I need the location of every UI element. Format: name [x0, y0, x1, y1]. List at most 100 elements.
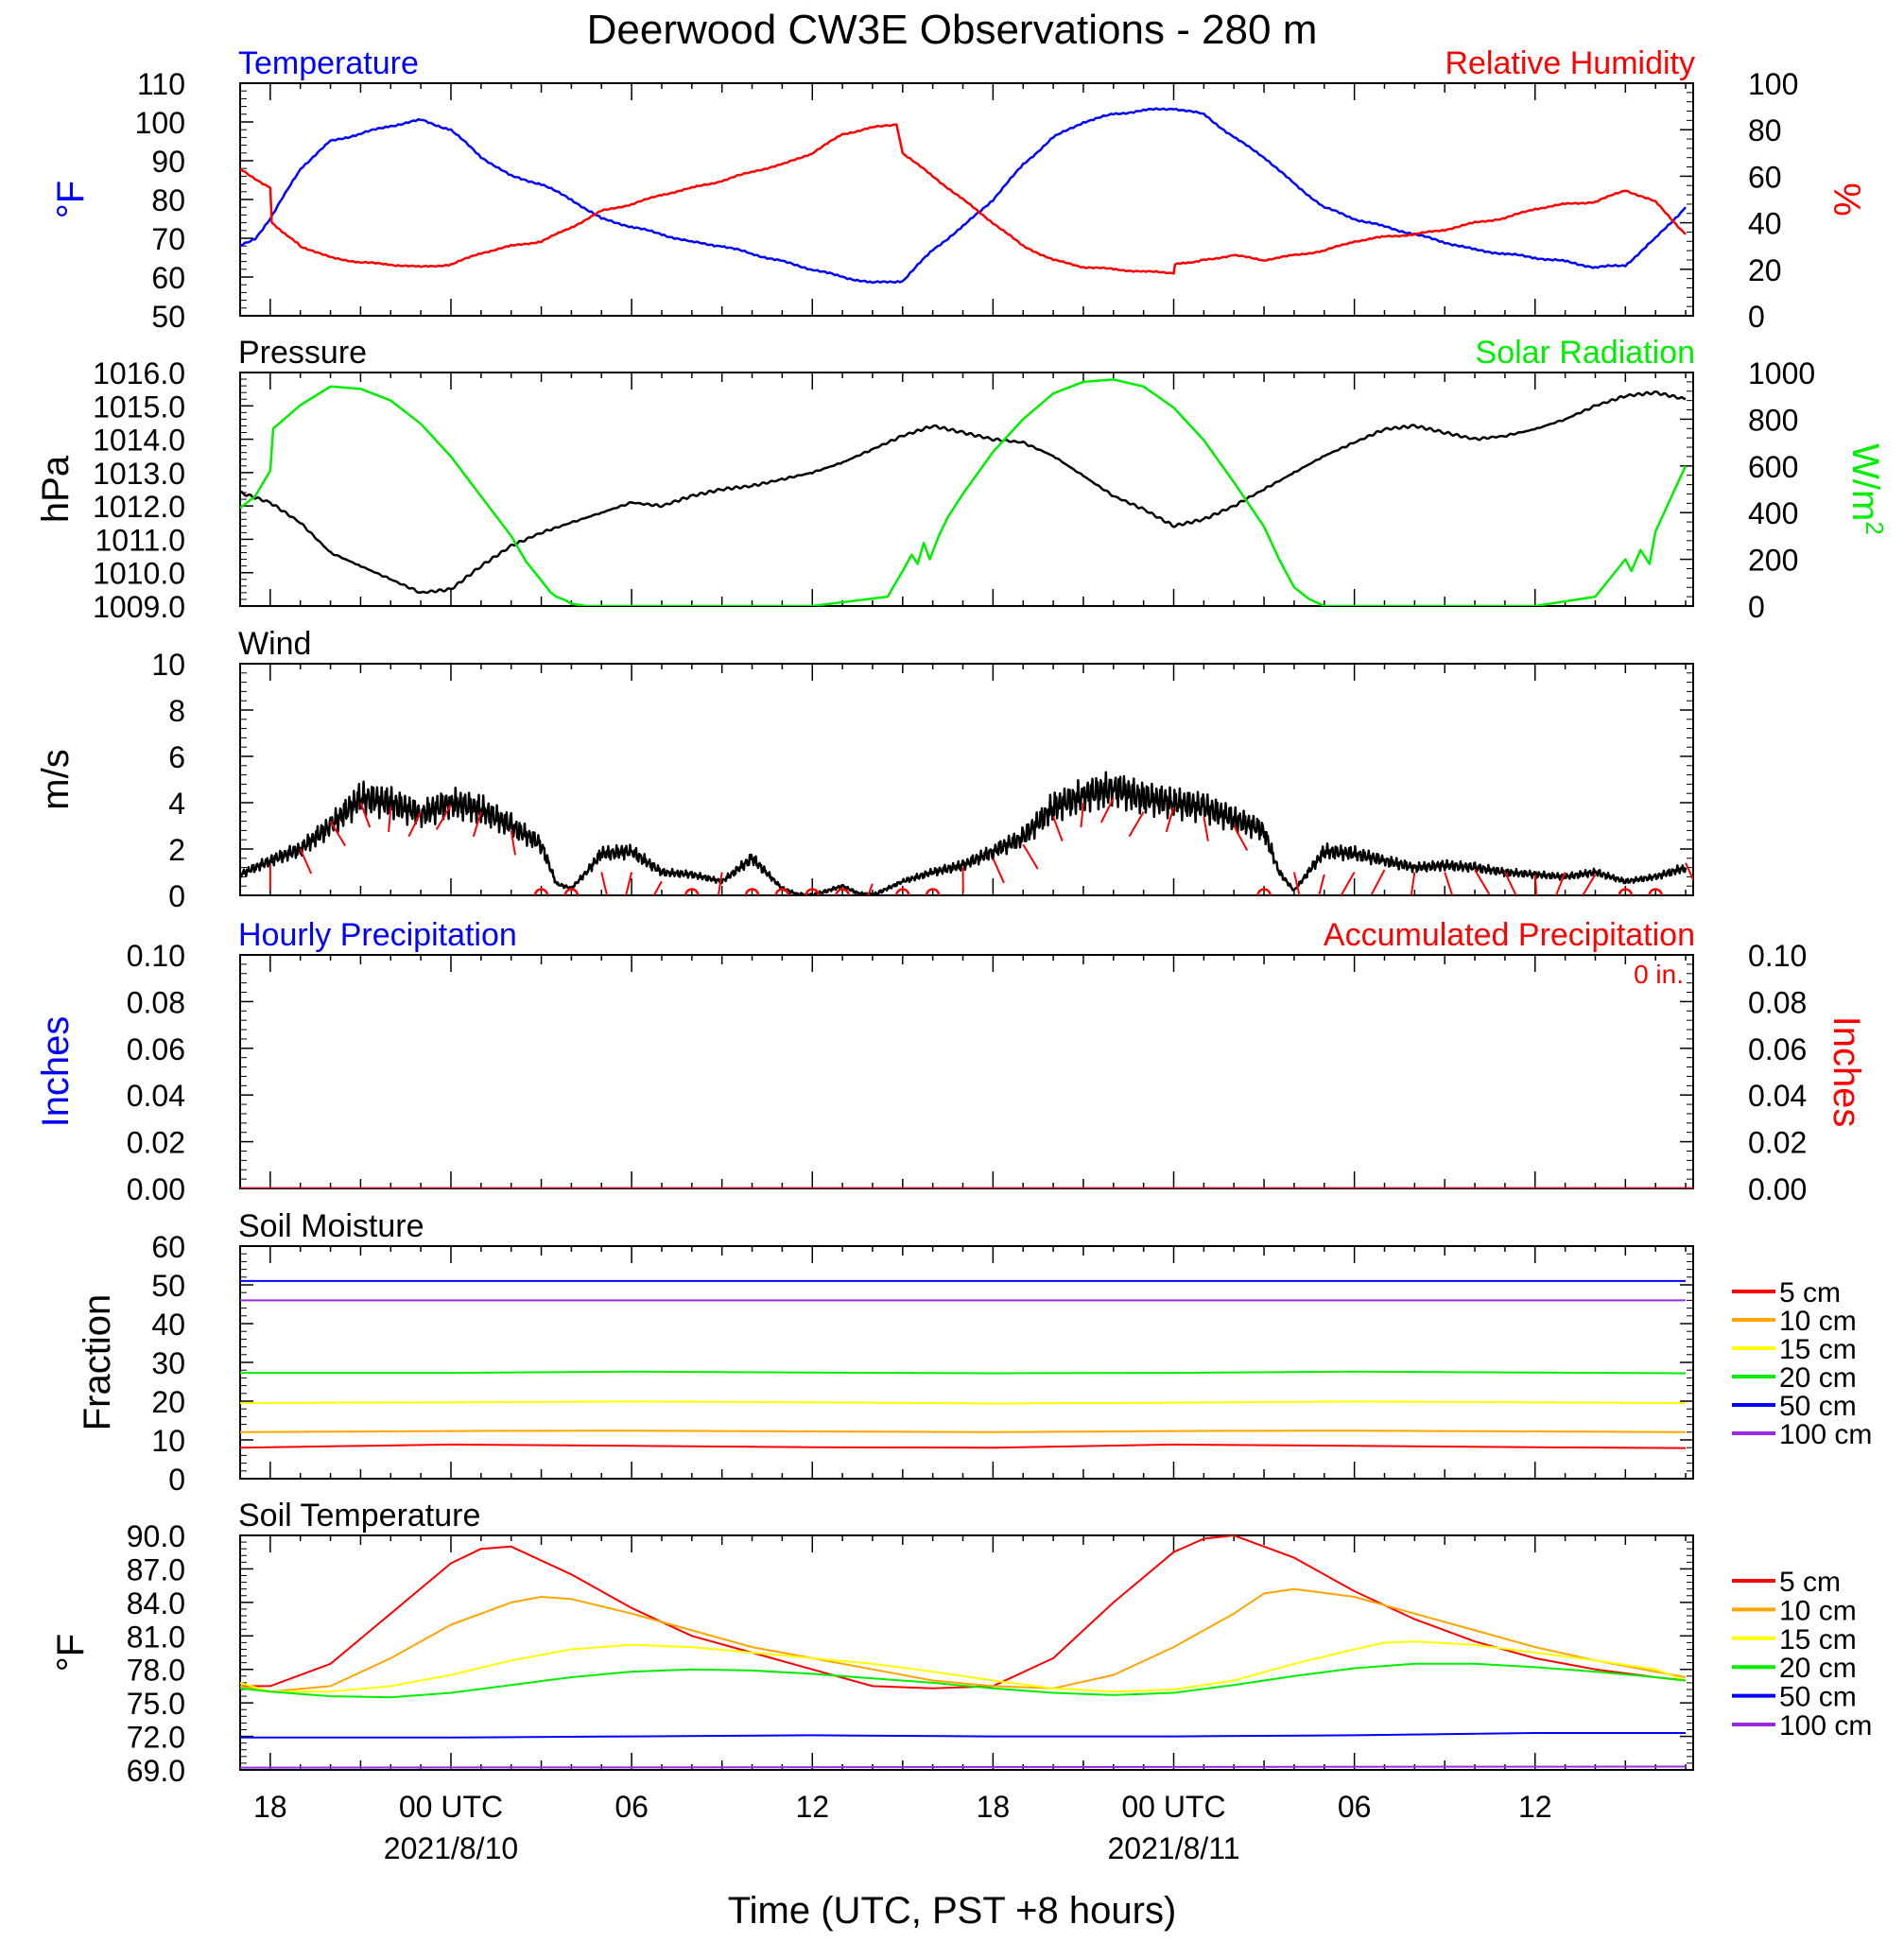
- soil-temperature-series-20-cm: [240, 1662, 1687, 1699]
- wind-ytick-label-left: 2: [168, 833, 185, 867]
- wind-barb: [1554, 872, 1566, 895]
- soil-temperature-series-50-cm: [240, 1732, 1686, 1739]
- precipitation-ylabel-right: Inches: [1826, 1016, 1867, 1128]
- wind-barb: [407, 811, 423, 838]
- x-tick-label: 00 UTC: [1121, 1790, 1225, 1824]
- temperature-relative-humidity-ytick-label-right: 0: [1748, 300, 1765, 334]
- soil-temperature-ytick-label-left: 84.0: [127, 1586, 185, 1620]
- wind-barb: [299, 848, 313, 875]
- soil-temperature-legend-label: 100 cm: [1779, 1710, 1872, 1742]
- temperature-relative-humidity-ytick-label-left: 100: [135, 106, 185, 140]
- soil-temperature-ytick-label-left: 81.0: [127, 1620, 185, 1654]
- soil-moisture-series-15-cm: [240, 1400, 1687, 1405]
- temperature-relative-humidity-ytick-label-right: 20: [1748, 253, 1782, 287]
- soil-moisture-ytick-label-left: 40: [151, 1308, 185, 1342]
- wind-barb: [329, 821, 346, 847]
- soil-moisture-ytick-label-left: 60: [151, 1230, 185, 1264]
- wind-barb: [625, 872, 633, 895]
- soil-temperature-series-100-cm: [240, 1765, 1687, 1769]
- precipitation-ytick-label-right: 0.10: [1748, 939, 1807, 973]
- precipitation-ytick-label-left: 0.00: [127, 1172, 185, 1206]
- wind-calm-marker: [533, 888, 549, 895]
- pressure-solar-radiation-ytick-label-right: 1000: [1748, 356, 1815, 390]
- precipitation-ytick-label-left: 0.06: [127, 1032, 185, 1066]
- x-tick-label: 18: [253, 1790, 287, 1824]
- wind-ytick-label-left: 6: [168, 740, 185, 774]
- wind-barb: [1504, 872, 1517, 895]
- soil-temperature-legend-label: 5 cm: [1779, 1567, 1841, 1598]
- pressure-solar-radiation-frame: [239, 372, 1694, 607]
- x-tick-label: 06: [614, 1790, 649, 1824]
- soil-temperature-ytick-label-left: 69.0: [127, 1754, 185, 1788]
- soil-moisture-ytick-label-left: 50: [151, 1269, 185, 1303]
- wind-barb: [1318, 874, 1325, 895]
- wind-barb: [1370, 869, 1386, 895]
- temperature-relative-humidity-ytick-label-left: 110: [137, 67, 185, 101]
- soil-moisture-legend-label: 50 cm: [1779, 1391, 1857, 1422]
- soil-moisture-ytick-label-left: 30: [151, 1346, 185, 1380]
- pressure-solar-radiation-series-solar-radiation: [240, 378, 1688, 606]
- wind-barb: [359, 802, 372, 828]
- soil-temperature-ylabel-left: °F: [50, 1634, 92, 1672]
- wind-calm-marker: [805, 888, 820, 895]
- wind-calm-marker: [1648, 888, 1663, 895]
- wind-barb: [1233, 825, 1249, 851]
- soil-temperature-series-group: [240, 1535, 1687, 1769]
- soil-moisture-series-20-cm: [240, 1370, 1687, 1375]
- wind-calm-marker: [1256, 888, 1272, 895]
- soil-moisture-legend-label: 10 cm: [1779, 1306, 1857, 1337]
- wind-barb: [1165, 806, 1175, 833]
- precipitation-left-title: Hourly Precipitation: [238, 917, 517, 953]
- precipitation-ytick-label-left: 0.10: [127, 939, 185, 973]
- pressure-solar-radiation-ytick-label-left: 1012.0: [93, 490, 185, 524]
- wind-barb: [472, 811, 482, 838]
- soil-temperature-legend-label: 50 cm: [1779, 1682, 1857, 1713]
- pressure-solar-radiation-series-group: [240, 378, 1688, 606]
- wind-calm-marker: [744, 888, 760, 895]
- soil-temperature-ytick-label-left: 78.0: [127, 1654, 185, 1688]
- wind-barb: [1080, 802, 1084, 828]
- pressure-solar-radiation-ylabel-right: W/m2: [1844, 443, 1889, 535]
- soil-temperature-legend-label: 20 cm: [1779, 1653, 1857, 1684]
- wind-barb: [1128, 811, 1145, 838]
- soil-moisture-left-title: Soil Moisture: [238, 1208, 424, 1244]
- soil-moisture-ylabel-left: Fraction: [77, 1294, 118, 1431]
- wind-calm-marker: [835, 888, 850, 895]
- temperature-relative-humidity-ytick-label-right: 40: [1748, 207, 1782, 241]
- precipitation-ytick-label-left: 0.08: [127, 985, 185, 1019]
- soil-moisture-legend-label: 5 cm: [1779, 1277, 1841, 1308]
- temperature-relative-humidity-ytick-label-right: 60: [1748, 160, 1782, 194]
- soil-temperature-legend-label: 15 cm: [1779, 1624, 1857, 1655]
- pressure-solar-radiation-ytick-label-left: 1013.0: [93, 457, 185, 491]
- soil-temperature-ytick-label-left: 87.0: [127, 1552, 185, 1586]
- temperature-relative-humidity-ytick-label-left: 60: [151, 261, 185, 295]
- wind-calm-marker: [774, 888, 790, 895]
- temperature-relative-humidity-left-title: Temperature: [238, 45, 419, 81]
- pressure-solar-radiation-left-title: Pressure: [238, 335, 367, 371]
- wind-barb: [652, 880, 663, 895]
- wind-calm-marker: [925, 888, 941, 895]
- pressure-solar-radiation-ytick-label-left: 1014.0: [93, 424, 185, 458]
- pressure-solar-radiation-ytick-label-left: 1010.0: [93, 557, 185, 591]
- soil-moisture-legend-label: 100 cm: [1779, 1419, 1872, 1450]
- wind-barb: [1052, 816, 1064, 842]
- wind-barb: [992, 858, 1005, 884]
- wind-barb: [1582, 874, 1597, 895]
- pressure-solar-radiation-right-title: Solar Radiation: [1476, 335, 1695, 371]
- soil-temperature-ytick-label-left: 90.0: [127, 1519, 185, 1553]
- pressure-solar-radiation-ytick-label-right: 200: [1748, 544, 1798, 578]
- soil-moisture-ytick-label-left: 0: [168, 1463, 185, 1497]
- wind-calm-marker: [895, 888, 910, 895]
- x-tick-label: 00 UTC: [399, 1790, 503, 1824]
- precipitation-right-title: Accumulated Precipitation: [1324, 917, 1695, 953]
- pressure-solar-radiation-ytick-label-left: 1011.0: [95, 523, 186, 557]
- soil-moisture-series-5-cm: [240, 1443, 1687, 1449]
- chart-title: Deerwood CW3E Observations - 280 m: [587, 7, 1318, 53]
- wind-barb: [1203, 816, 1209, 841]
- wind-barb: [1444, 872, 1454, 895]
- pressure-solar-radiation-ytick-label-right: 400: [1748, 496, 1798, 530]
- pressure-solar-radiation-ylabel-right-superscript: 2: [1861, 521, 1889, 534]
- pressure-solar-radiation-ylabel-left: hPa: [35, 455, 77, 523]
- precipitation-ytick-label-right: 0.04: [1748, 1079, 1807, 1113]
- pressure-solar-radiation-ytick-label-left: 1009.0: [93, 590, 185, 624]
